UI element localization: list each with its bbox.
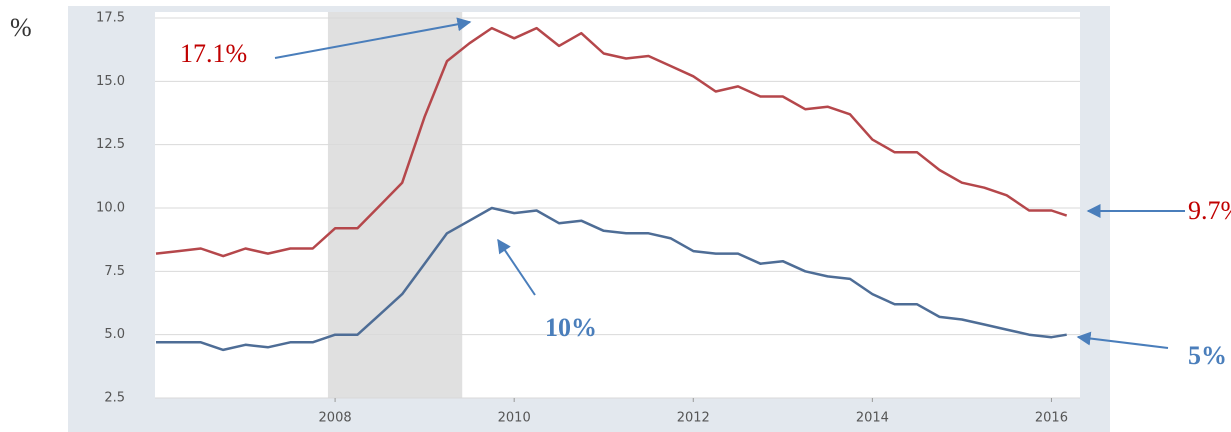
y-tick-label: 2.5 bbox=[104, 391, 125, 406]
series-line bbox=[156, 206, 1067, 352]
y-tick-label: 17.5 bbox=[96, 11, 125, 26]
y-tick-label: 15.0 bbox=[96, 74, 125, 89]
y-tick-label: 10.0 bbox=[96, 201, 125, 216]
y-tick-label: 7.5 bbox=[104, 264, 125, 279]
y-axis-label: % bbox=[10, 13, 32, 42]
recession-shade bbox=[327, 12, 463, 398]
x-tick-label: 2008 bbox=[319, 411, 352, 426]
arrow bbox=[1076, 331, 1169, 349]
y-tick-label: 5.0 bbox=[104, 327, 125, 342]
arrow bbox=[274, 17, 472, 59]
plot-area bbox=[155, 12, 1080, 398]
annotation: 5% bbox=[1188, 341, 1227, 370]
x-tick-label: 2012 bbox=[677, 411, 710, 426]
x-tick-label: 2010 bbox=[498, 411, 531, 426]
series-line bbox=[155, 26, 1068, 258]
annotation: 17.1% bbox=[180, 39, 247, 68]
x-tick-label: 2014 bbox=[856, 411, 889, 426]
arrow bbox=[497, 238, 536, 296]
x-tick-label: 2016 bbox=[1035, 411, 1068, 426]
annotation: 9.7% bbox=[1188, 196, 1231, 225]
annotation: 10% bbox=[545, 313, 597, 342]
y-tick-label: 12.5 bbox=[96, 137, 125, 152]
